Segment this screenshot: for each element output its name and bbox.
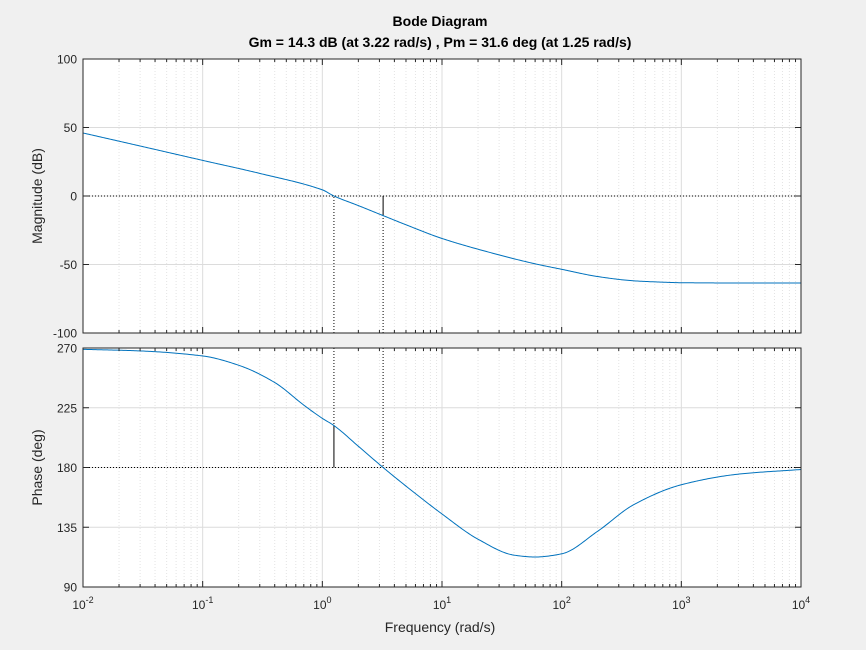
phase-response-line xyxy=(82,348,802,558)
x-tick-label: 103 xyxy=(672,595,690,612)
phase-y-tick-label: 180 xyxy=(57,461,77,475)
magnitude-y-axis-label: Magnitude (dB) xyxy=(29,148,45,244)
magnitude-y-tick-label: -50 xyxy=(60,258,78,272)
magnitude-y-tick-label: 0 xyxy=(70,190,77,204)
phase-y-tick-label: 90 xyxy=(64,581,78,595)
magnitude-response-line xyxy=(82,132,801,284)
chart-subtitle: Gm = 14.3 dB (at 3.22 rad/s) , Pm = 31.6… xyxy=(249,34,632,50)
phase-axes: 90 135 180 225 270 Phase (deg) 10-2 10-1 100 101 1… xyxy=(29,342,810,613)
phase-y-tick-label: 135 xyxy=(57,521,77,535)
chart-title: Bode Diagram xyxy=(393,13,488,29)
phase-y-tick-label: 225 xyxy=(57,401,77,415)
x-tick-label: 104 xyxy=(792,595,810,612)
x-tick-label: 101 xyxy=(433,595,451,612)
x-tick-label: 100 xyxy=(313,595,331,612)
phase-y-axis-label: Phase (deg) xyxy=(29,429,45,505)
x-tick-label: 102 xyxy=(552,595,570,612)
magnitude-y-tick-label: 50 xyxy=(64,121,78,135)
magnitude-y-tick-label: -100 xyxy=(53,327,77,341)
magnitude-axes: -100 -50 0 50 100 Magnitude (dB) xyxy=(29,53,802,341)
magnitude-y-tick-label: 100 xyxy=(57,53,77,67)
x-tick-label: 10-2 xyxy=(72,595,93,612)
x-tick-label: 10-1 xyxy=(192,595,213,612)
phase-y-tick-label: 270 xyxy=(57,342,77,356)
x-axis-label: Frequency (rad/s) xyxy=(385,619,495,635)
